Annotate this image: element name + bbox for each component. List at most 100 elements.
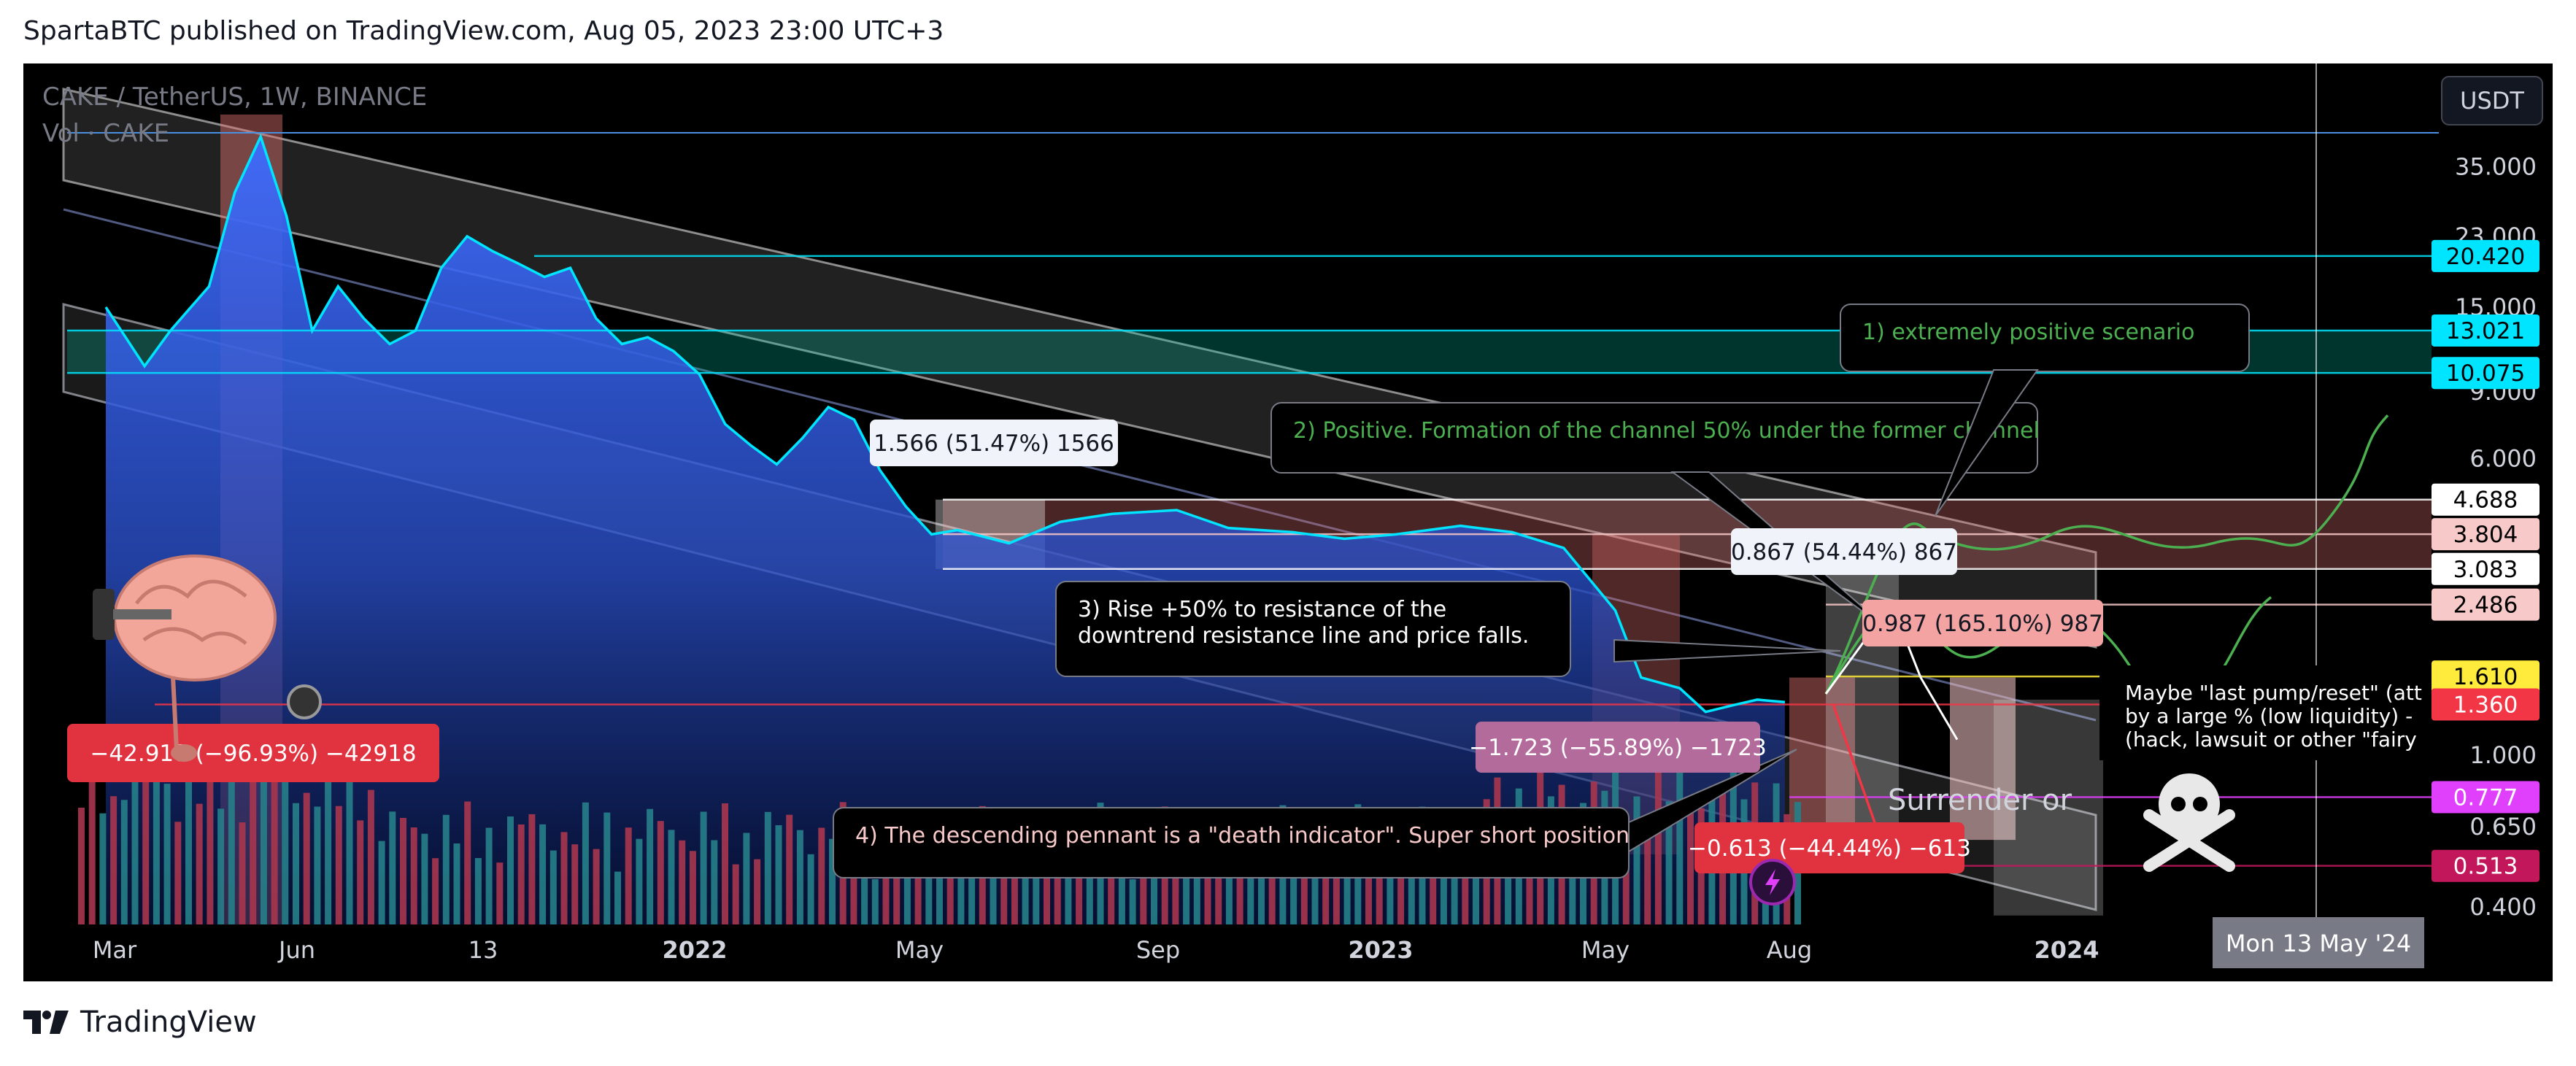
price-label-20.420[interactable]: 20.420 [2432, 239, 2540, 272]
price-label-text: 13.021 [2446, 318, 2525, 344]
volume-bar [679, 840, 686, 924]
lightning-bolt [1765, 869, 1780, 895]
price-label-0.777[interactable]: 0.777 [2432, 781, 2540, 814]
annotation-rise-50[interactable]: 3) Rise +50% to resistance of thedowntre… [1055, 581, 1571, 677]
footer-brand[interactable]: TradingView [23, 1005, 257, 1039]
price-label-0.513[interactable]: 0.513 [2432, 849, 2540, 882]
price-label-text: 10.075 [2446, 360, 2525, 387]
volume-bar [485, 827, 493, 924]
volume-bar [410, 827, 417, 924]
time-axis-tick: Aug [1767, 936, 1812, 964]
chart-canvas[interactable]: 1) extremely positive scenario 2) Positiv… [23, 63, 2553, 981]
annotation-pointer-1 [1935, 369, 2039, 517]
price-area-layer [106, 136, 1785, 924]
volume-bar [153, 781, 160, 924]
volume-bar [689, 851, 696, 924]
annotation-last-pump-box [2099, 665, 2432, 760]
volume-bar [1687, 804, 1694, 924]
time-axis-tick: 13 [468, 936, 498, 964]
price-label-bg [2432, 588, 2540, 621]
measure-label-1566-text: 1.566 (51.47%) 1566 [874, 430, 1114, 457]
price-line-layer [104, 133, 1786, 714]
price-label-text: 0.777 [2453, 785, 2518, 811]
price-label-1.610[interactable]: 1.610 [2432, 660, 2540, 693]
volume-bar [593, 849, 600, 924]
volume-bar [174, 822, 182, 924]
annotation-pointer-4 [1628, 749, 1797, 853]
lightning-icon[interactable] [1749, 859, 1796, 905]
price-label-text: 4.688 [2453, 487, 2518, 514]
dumbbell-right [287, 684, 322, 719]
annotation-death-indicator[interactable]: 4) The descending pennant is a "death in… [833, 807, 1637, 878]
annotation-surrender: Surrender or [1888, 784, 2072, 817]
volume-bar [1193, 843, 1200, 924]
price-label-1.360[interactable]: 1.360 [2432, 688, 2540, 721]
measure-label-867[interactable]: 0.867 (54.44%) 867 [1731, 528, 1957, 575]
volume-bar [936, 847, 943, 924]
volume-bar [1129, 879, 1136, 924]
dumbbell-bar [113, 609, 171, 619]
price-label-4.688[interactable]: 4.688 [2432, 483, 2540, 516]
footer-brand-label: TradingView [80, 1005, 257, 1039]
measure-label-1566-bg [870, 420, 1118, 466]
annotation-positive-box [1270, 402, 2038, 474]
price-axis-tick: 35.000 [2455, 153, 2537, 181]
price-label-bg [2432, 552, 2540, 585]
price-label-bg [2432, 849, 2540, 882]
volume-bar [196, 803, 203, 924]
volume-bar [1054, 836, 1061, 924]
measure-label-42918[interactable]: −42.918 (−96.93%) −42918 [67, 724, 439, 782]
volume-bar [335, 806, 342, 924]
measure-label-613-text: −0.613 (−44.44%) −613 [1688, 835, 1971, 862]
price-label-2.486[interactable]: 2.486 [2432, 588, 2540, 621]
volume-bar [893, 837, 901, 924]
measure-label-42918-text: −42.918 (−96.93%) −42918 [90, 741, 416, 767]
price-label-10.075[interactable]: 10.075 [2432, 357, 2540, 390]
price-label-text: 1.360 [2453, 692, 2518, 719]
volume-bar [571, 844, 579, 924]
time-axis-tick: Jun [277, 936, 315, 964]
annotation-extremely-positive[interactable]: 1) extremely positive scenario [1840, 304, 2250, 372]
volume-bar [560, 832, 568, 924]
annotation-rise-50-text-0: 3) Rise +50% to resistance of the [1078, 597, 1446, 622]
currency-button[interactable]: USDT [2441, 76, 2543, 125]
volume-bar [1387, 876, 1394, 924]
price-label-bg [2432, 688, 2540, 721]
measure-label-1723[interactable]: −1.723 (−55.89%) −1723 [1469, 722, 1767, 773]
price-line[interactable] [104, 133, 1786, 714]
measure-label-987[interactable]: 0.987 (165.10%) 987 [1862, 600, 2103, 646]
measure-label-1566[interactable]: 1.566 (51.47%) 1566 [870, 420, 1118, 466]
measure-label-613[interactable]: −0.613 (−44.44%) −613 [1688, 822, 1971, 873]
price-label-3.804[interactable]: 3.804 [2432, 518, 2540, 551]
volume-bar [432, 858, 439, 924]
price-label-text: 2.486 [2453, 592, 2518, 619]
time-axis-tick: May [1581, 936, 1630, 964]
volume-bar [142, 772, 150, 924]
volume-info: Vol · CAKE [42, 119, 169, 148]
volume-bar [453, 843, 460, 924]
measure-label-42918-bg [67, 724, 439, 782]
volume-bar [786, 814, 793, 924]
annotation-last-pump-text-0: Maybe "last pump/reset" (att [2125, 681, 2422, 705]
price-label-3.083[interactable]: 3.083 [2432, 552, 2540, 585]
volume-bar [325, 760, 332, 924]
skull-eye-left [2171, 797, 2186, 811]
annotation-rise-50-text-1: downtrend resistance line and price fall… [1078, 623, 1529, 649]
volume-bar [1108, 849, 1115, 924]
volume-bar [346, 765, 353, 924]
volume-bar [474, 858, 482, 924]
price-label-13.021[interactable]: 13.021 [2432, 314, 2540, 347]
volume-bar [582, 802, 589, 924]
brain-with-dumbbell-icon [93, 555, 322, 762]
volume-bar [1183, 836, 1190, 924]
price-label-bg [2432, 483, 2540, 516]
volume-bar [614, 871, 621, 924]
annotation-positive[interactable]: 2) Positive. Formation of the channel 50… [1270, 402, 2040, 474]
volume-bar [764, 811, 771, 924]
volume-bar [303, 792, 310, 924]
volume-bar [163, 784, 171, 924]
volume-bar [647, 808, 654, 924]
chart-panel[interactable]: 1) extremely positive scenario 2) Positiv… [23, 63, 2553, 981]
volume-bar [1505, 839, 1512, 924]
